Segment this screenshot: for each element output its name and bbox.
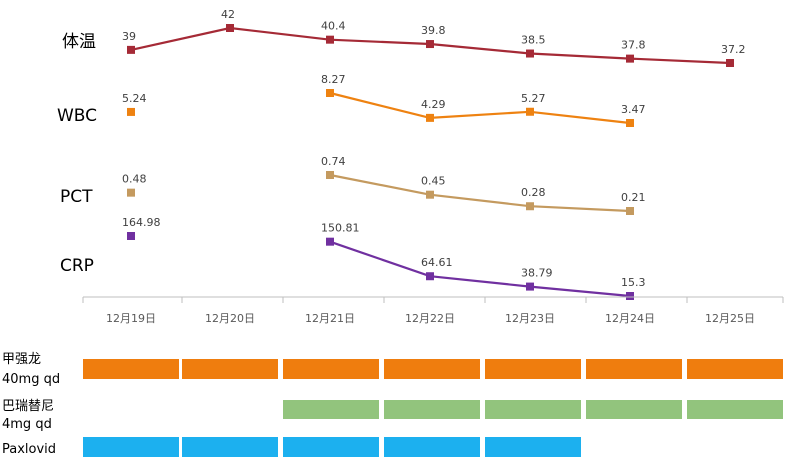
series-3: CRP 164.98 150.81 64.61 38.79 15.3 [60,216,646,300]
medication-bar-segment [182,359,278,379]
series-0: 体温 39 42 40.4 39.8 38.5 37.8 37.2 [62,8,746,67]
data-label: 38.5 [521,34,546,47]
medication-bars: 甲强龙 40mg qd 巴瑞替尼 4mg qd Paxlovid [2,352,783,457]
series-label: CRP [60,256,94,276]
data-label: 40.4 [321,20,346,33]
data-label: 164.98 [122,216,161,229]
data-label: 0.74 [321,155,346,168]
data-label: 8.27 [321,73,346,86]
series-line [329,173,631,213]
medication-bar-segment [83,437,179,457]
x-tick-label: 12月25日 [705,312,755,325]
data-label: 0.48 [122,173,147,186]
medication-row: 巴瑞替尼 4mg qd [2,399,783,432]
x-tick-label: 12月22日 [405,312,455,325]
data-point [127,188,135,197]
data-point [326,171,334,179]
data-point [127,107,135,116]
data-point [526,202,534,211]
medication-row: 甲强龙 40mg qd [2,352,783,387]
data-point [526,49,534,58]
series-label: 体温 [62,32,96,52]
data-label: 37.2 [721,43,746,56]
medication-bar-segment [283,400,379,419]
medication-bar-segment [384,359,480,379]
data-point [127,232,135,240]
data-label: 15.3 [621,276,646,289]
data-point [626,207,634,215]
data-point [326,237,334,246]
medication-bar-segment [586,400,682,419]
medication-name: Paxlovid [2,442,56,457]
series-1: WBC 5.24 8.27 4.29 5.27 3.47 [57,73,646,127]
data-label: 5.27 [521,92,546,105]
x-tick-label: 12月23日 [505,312,555,325]
data-point [127,45,135,54]
data-point [326,89,334,97]
data-point [526,107,534,116]
data-point [426,40,434,49]
medication-name: 巴瑞替尼 [2,399,54,414]
data-point [626,54,634,63]
medication-bar-segment [586,359,682,379]
data-label: 0.28 [521,186,546,199]
medication-bar-segment [687,400,783,419]
data-label: 0.21 [621,191,646,204]
series-line [329,91,631,125]
series-2: PCT 0.48 0.74 0.45 0.28 0.21 [60,155,646,215]
series-label: PCT [60,187,93,207]
data-point [626,292,634,300]
x-tick-label: 12月19日 [106,312,156,325]
medication-bar-segment [182,437,278,457]
medication-dose: 40mg qd [2,372,60,387]
data-label: 42 [221,8,235,21]
series-layer: 体温 39 42 40.4 39.8 38.5 37.8 37.2 WBC 5.24 8.27 4.2… [57,8,746,300]
x-axis: 12月19日 12月20日 12月21日 12月22日 12月23日 12月24日 12月2… [82,296,784,325]
medication-bar-segment [83,359,179,379]
medication-bar-segment [283,359,379,379]
medication-bar-segment [485,359,581,379]
data-point [626,119,634,127]
data-label: 64.61 [421,256,453,269]
data-point [726,59,734,67]
data-label: 37.8 [621,39,646,52]
data-point [226,24,234,32]
x-tick-label: 12月20日 [205,312,255,325]
medication-name: 甲强龙 [2,352,41,367]
data-label: 39 [122,30,136,43]
data-point [426,190,434,199]
data-point [426,113,434,122]
data-label: 38.79 [521,267,553,280]
medication-bar-segment [384,400,480,419]
medication-row: Paxlovid [2,437,581,457]
data-label: 39.8 [421,24,446,37]
medication-bar-segment [485,400,581,419]
medication-bar-segment [283,437,379,457]
data-point [526,282,534,291]
medication-dose: 4mg qd [2,417,52,432]
x-tick-label: 12月24日 [605,312,655,325]
data-label: 3.47 [621,103,646,116]
data-point [326,35,334,44]
data-label: 150.81 [321,222,360,235]
medication-bar-segment [485,437,581,457]
data-point [426,272,434,281]
data-label: 4.29 [421,98,446,111]
data-label: 5.24 [122,92,147,105]
medication-bar-segment [687,359,783,379]
series-line [329,240,631,298]
x-tick-label: 12月21日 [305,312,355,325]
series-label: WBC [57,106,97,126]
medication-bar-segment [384,437,480,457]
data-label: 0.45 [421,175,446,188]
